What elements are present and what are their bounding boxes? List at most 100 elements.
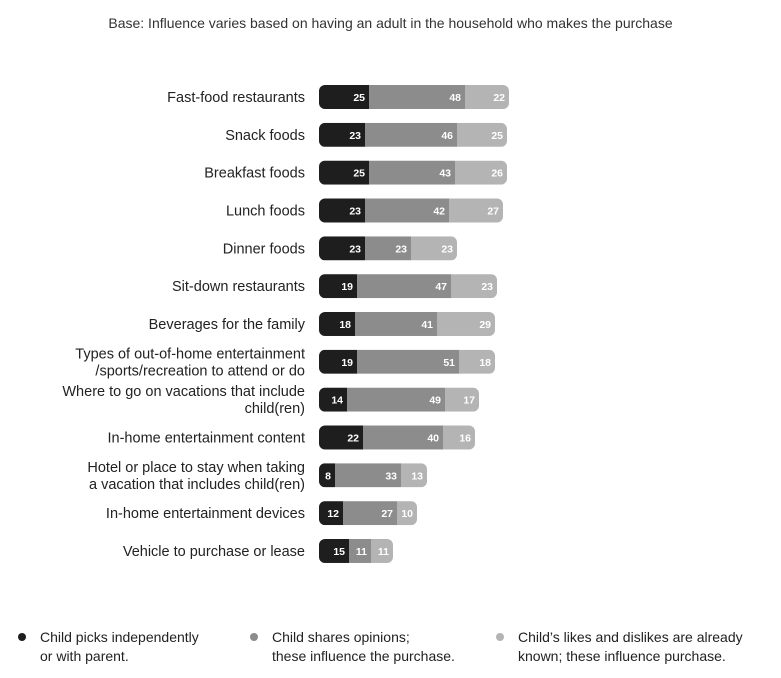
category-label: Beverages for the family	[149, 317, 306, 333]
data-label: 33	[385, 470, 397, 482]
legend-dot-icon	[496, 633, 504, 641]
legend-text-line: known; these influence purchase.	[518, 648, 726, 664]
bar-segment	[397, 501, 417, 526]
bar-row	[319, 538, 393, 563]
legend-text-line: Child picks independently	[40, 629, 199, 645]
bar-segment	[355, 311, 437, 336]
bar-segment	[443, 425, 475, 450]
data-label: 15	[333, 546, 345, 558]
bar-segment	[465, 85, 509, 109]
bar-segment	[347, 387, 445, 412]
category-label: a vacation that includes child(ren)	[89, 477, 305, 493]
category-label: /sports/recreation to attend or do	[95, 363, 305, 379]
data-label: 51	[443, 357, 455, 369]
data-label: 10	[401, 508, 413, 520]
data-label: 23	[395, 243, 407, 255]
legend-text: Child picks independently or with parent.	[40, 628, 199, 666]
data-label: 25	[353, 168, 365, 180]
data-label: 23	[349, 130, 361, 142]
legend-text-line: these influence the purchase.	[272, 648, 455, 664]
category-label: Lunch foods	[226, 204, 305, 220]
data-label: 48	[449, 92, 461, 104]
data-label: 41	[421, 319, 433, 331]
data-label: 22	[347, 432, 359, 444]
bar-segment	[319, 85, 369, 109]
bar-segment	[365, 198, 449, 223]
data-label: 16	[459, 432, 471, 444]
category-label: Vehicle to purchase or lease	[123, 544, 305, 560]
legend-text-line: Child shares opinions;	[272, 629, 410, 645]
data-label: 42	[433, 205, 445, 217]
bar-segment	[319, 122, 365, 147]
data-label: 25	[353, 92, 365, 104]
bar-segment	[319, 463, 335, 488]
category-label: Dinner foods	[223, 241, 305, 257]
legend-dot-icon	[18, 633, 26, 641]
bar-segment	[319, 387, 347, 412]
bar-row	[319, 198, 503, 223]
bar-segment	[371, 538, 393, 563]
category-labels: Fast-food restaurants Snack foods Breakfas…	[62, 90, 305, 560]
bar-segment	[335, 463, 401, 488]
data-label: 23	[349, 243, 361, 255]
bar-row	[319, 349, 495, 374]
category-label: In-home entertainment content	[108, 431, 305, 447]
data-label: 12	[327, 508, 339, 520]
bar-segment	[437, 311, 495, 336]
bar-segment	[451, 274, 497, 299]
bar-segment	[319, 198, 365, 223]
bar-row	[319, 236, 457, 261]
bar-row	[319, 160, 507, 185]
bar-row	[319, 122, 507, 147]
bar-segment	[319, 501, 343, 526]
legend-dot-icon	[250, 633, 258, 641]
bar-row	[319, 463, 427, 488]
category-label: Sit-down restaurants	[172, 279, 305, 295]
data-label: 29	[479, 319, 491, 331]
data-label: 25	[491, 130, 503, 142]
bar-segment	[369, 85, 465, 109]
bar-segment	[319, 160, 369, 185]
data-label: 47	[435, 281, 447, 293]
data-label: 22	[493, 92, 505, 104]
bar-segment	[445, 387, 479, 412]
bar-segment	[319, 425, 363, 450]
data-label: 18	[339, 319, 351, 331]
category-label: Snack foods	[225, 128, 305, 144]
bar-row	[319, 274, 497, 299]
category-label: Where to go on vacations that include	[62, 384, 305, 400]
bar-segment	[343, 501, 397, 526]
bar-segment	[349, 538, 371, 563]
category-label: Fast-food restaurants	[167, 90, 305, 106]
data-label: 18	[479, 357, 491, 369]
data-label: 17	[463, 395, 475, 407]
bar-row	[319, 501, 417, 526]
bar-segment	[449, 198, 503, 223]
data-label: 23	[441, 243, 453, 255]
category-label: child(ren)	[245, 401, 305, 417]
data-label: 8	[325, 470, 331, 482]
bar-segment	[319, 274, 357, 299]
data-label: 23	[481, 281, 493, 293]
bar-segment	[363, 425, 443, 450]
data-label: 46	[441, 130, 453, 142]
bar-segment	[357, 349, 459, 374]
bar-row	[319, 311, 495, 336]
category-label: Hotel or place to stay when taking	[87, 460, 305, 476]
data-label: 19	[341, 357, 353, 369]
data-label: 27	[487, 205, 499, 217]
category-label: In-home entertainment devices	[106, 506, 305, 522]
legend-text-line: Child’s likes and dislikes are already	[518, 629, 743, 645]
data-label: 27	[381, 508, 393, 520]
chart-subtitle: Base: Influence varies based on having a…	[108, 15, 673, 31]
bar-segment	[455, 160, 507, 185]
bar-row	[319, 85, 509, 109]
category-label: Types of out-of-home entertainment	[75, 346, 305, 362]
bar-segment	[365, 122, 457, 147]
legend-text: Child’s likes and dislikes are already kn…	[518, 628, 743, 666]
bars: 25 48 22 23 46 25 25 43 26 23 42 27 23 23 23 19 47 23 18 41…	[319, 85, 509, 563]
bar-row	[319, 425, 475, 450]
data-label: 19	[341, 281, 353, 293]
bar-segment	[369, 160, 455, 185]
bar-segment	[319, 538, 349, 563]
